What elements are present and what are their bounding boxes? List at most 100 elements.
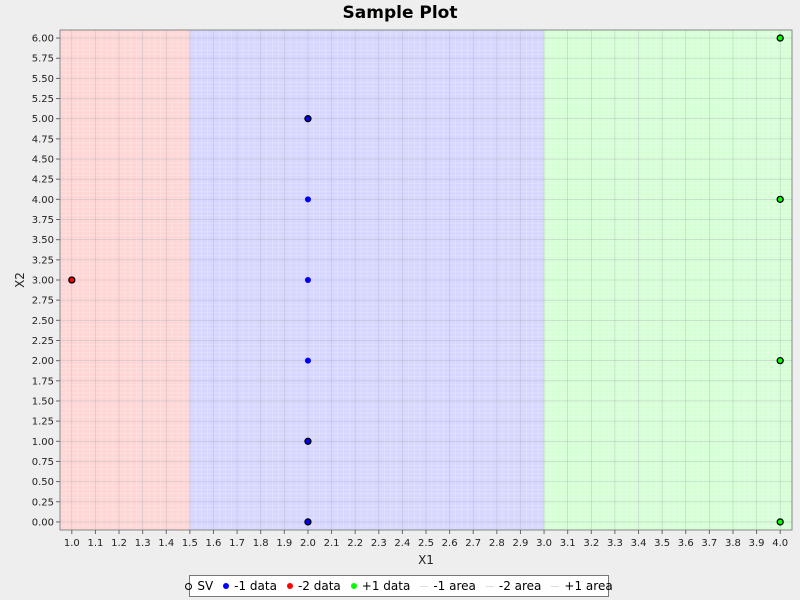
- support-vector: [304, 115, 312, 123]
- point-2data: [68, 277, 75, 283]
- y-tick-label: 5.25: [32, 94, 54, 105]
- legend-marker: [185, 582, 193, 590]
- support-vector: [304, 518, 312, 526]
- legend-item: -2 area: [485, 579, 542, 593]
- legend-label: -1 area: [433, 579, 476, 593]
- y-tick-label: 2.00: [32, 356, 54, 367]
- point-1data: [304, 115, 311, 122]
- y-tick-label: 4.25: [32, 175, 54, 186]
- x-tick-label: 2.5: [418, 538, 434, 549]
- x-tick-label: 4.0: [772, 538, 788, 549]
- y-tick-label: 1.75: [32, 376, 54, 387]
- y-tick-label: 5.75: [32, 54, 54, 65]
- point-1data: [777, 357, 784, 364]
- legend-marker: [485, 585, 494, 587]
- x-tick-label: 2.8: [489, 538, 505, 549]
- y-tick-label: 2.25: [32, 336, 54, 347]
- y-tick-label: 0.00: [32, 517, 54, 528]
- y-tick-label: 3.25: [32, 255, 54, 266]
- legend-item: -1 data: [223, 579, 277, 593]
- y-tick-label: 0.50: [32, 477, 54, 488]
- x-tick-label: 2.0: [300, 538, 316, 549]
- y-tick-label: 6.00: [32, 34, 54, 45]
- x-tick-label: 1.9: [276, 538, 292, 549]
- support-vector: [304, 437, 312, 445]
- y-tick-label: 4.75: [32, 134, 54, 145]
- x-axis: 1.0 1.1 1.2 1.3 1.4 1.5 1.6 1.7 1.8 1.9 2.0 2.1 2.2 2…: [64, 530, 788, 549]
- point-1data: [304, 518, 311, 525]
- legend-item: -1 area: [420, 579, 476, 593]
- x-tick-label: 1.6: [206, 538, 222, 549]
- x-tick-label: 2.9: [512, 538, 528, 549]
- data-points: [68, 34, 784, 526]
- legend-marker: [223, 583, 230, 589]
- x-tick-label: 2.1: [324, 538, 340, 549]
- y-tick-label: 5.50: [32, 74, 54, 85]
- legend-item: -2 data: [286, 579, 341, 593]
- legend: SV -1 data -2 data +1 data -1 area -2 area +1 …: [185, 575, 613, 597]
- point-1data: [304, 357, 311, 364]
- x-tick-label: 3.2: [583, 538, 599, 549]
- point-1data: [304, 277, 311, 283]
- point-1data: [304, 196, 311, 203]
- support-vector: [776, 34, 784, 42]
- x-tick-label: 2.3: [371, 538, 387, 549]
- support-vector: [776, 195, 784, 204]
- x-tick-label: 3.3: [607, 538, 623, 549]
- point-1data: [777, 196, 784, 203]
- x-tick-label: 2.6: [442, 538, 458, 549]
- x-tick-label: 3.6: [678, 538, 694, 549]
- x-tick-label: 1.5: [182, 538, 198, 549]
- y-tick-label: 3.75: [32, 215, 54, 226]
- chart-title: Sample Plot: [342, 3, 458, 23]
- x-tick-label: 1.2: [111, 538, 127, 549]
- legend-label: SV: [197, 579, 214, 593]
- x-axis-label: X1: [418, 553, 434, 567]
- x-tick-label: 1.7: [229, 538, 245, 549]
- legend-marker: [286, 583, 293, 589]
- support-vector: [776, 518, 784, 526]
- legend-item: SV: [185, 579, 213, 593]
- point-1data: [777, 518, 784, 525]
- x-tick-label: 1.0: [64, 538, 80, 549]
- x-tick-label: 3.1: [560, 538, 576, 549]
- legend-item: +1 area: [551, 579, 613, 593]
- y-tick-label: 1.25: [32, 417, 54, 428]
- x-tick-label: 1.1: [87, 538, 103, 549]
- x-tick-label: 1.3: [135, 538, 151, 549]
- x-tick-label: 3.7: [701, 538, 717, 549]
- x-tick-label: 3.4: [631, 538, 647, 549]
- y-tick-label: 2.75: [32, 296, 54, 307]
- y-tick-label: 4.50: [32, 155, 54, 166]
- y-tick-label: 1.50: [32, 396, 54, 407]
- y-tick-label: 0.75: [32, 457, 54, 468]
- support-vector: [68, 276, 76, 284]
- x-tick-label: 2.2: [347, 538, 363, 549]
- x-tick-label: 3.0: [536, 538, 552, 549]
- legend-label: -2 data: [297, 579, 341, 593]
- y-tick-label: 4.00: [32, 195, 54, 206]
- x-tick-label: 1.4: [158, 538, 174, 549]
- y-axis: 0.00 0.25 0.50 0.75 1.00 1.25 1.50 1.75 2.00 2.25…: [32, 34, 60, 528]
- legend-label: -2 area: [498, 579, 542, 593]
- legend-marker: [420, 585, 429, 587]
- y-tick-label: 1.00: [32, 437, 54, 448]
- x-tick-label: 2.7: [465, 538, 481, 549]
- y-axis-label: X2: [13, 272, 27, 288]
- legend-label: +1 data: [361, 579, 411, 593]
- x-tick-label: 2.4: [394, 538, 410, 549]
- y-tick-label: 0.25: [32, 497, 54, 508]
- legend-marker: [350, 583, 357, 589]
- y-tick-label: 3.50: [32, 235, 54, 246]
- support-vector: [776, 356, 784, 365]
- x-tick-label: 1.8: [253, 538, 269, 549]
- x-tick-label: 3.5: [654, 538, 670, 549]
- y-tick-label: 2.50: [32, 316, 54, 327]
- legend-marker: [551, 585, 560, 587]
- y-tick-label: 5.00: [32, 114, 54, 125]
- y-tick-label: 3.00: [32, 276, 54, 287]
- legend-item: +1 data: [350, 579, 411, 593]
- x-tick-label: 3.8: [725, 538, 741, 549]
- legend-label: -1 data: [234, 579, 277, 593]
